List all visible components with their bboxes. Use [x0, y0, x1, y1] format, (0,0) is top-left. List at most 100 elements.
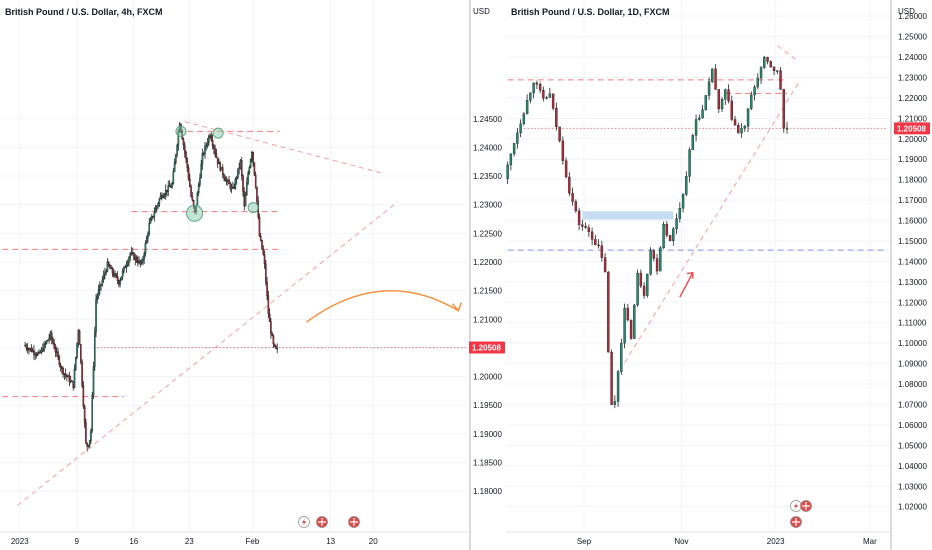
candle-body — [107, 261, 110, 266]
price-tick-label: 1.19500 — [473, 401, 502, 410]
trend-arrow — [679, 272, 694, 298]
candle-body — [158, 198, 161, 204]
us-flag-icon[interactable] — [790, 516, 802, 528]
candle-body — [646, 274, 649, 296]
time-tick-label: Feb — [245, 537, 259, 546]
last-price-badge — [469, 341, 505, 354]
candle-body — [694, 119, 698, 136]
candle-body — [720, 99, 724, 110]
lightning-icon[interactable] — [298, 516, 310, 528]
candle-body — [29, 348, 31, 350]
candle-body — [234, 178, 237, 188]
candle-body — [681, 194, 685, 209]
candle-body — [247, 173, 249, 184]
candle-body — [717, 89, 721, 110]
candle-body — [59, 364, 62, 368]
candle-body — [214, 148, 216, 154]
candle-body — [124, 266, 126, 269]
lightning-icon[interactable] — [790, 500, 802, 512]
candle-body — [209, 135, 211, 137]
price-tick-label: 1.20000 — [473, 373, 502, 382]
chart-1d-canvas[interactable]: USD 1.02000 1.03000 1.04000 1.05000 1.06000 1.… — [506, 0, 932, 550]
candle-body — [42, 348, 44, 351]
candle-body — [128, 257, 130, 263]
time-tick-label: Mar — [863, 537, 877, 546]
candle-body — [181, 131, 183, 140]
candle-body — [101, 279, 104, 285]
candle-body — [701, 109, 704, 119]
price-tick-label: 1.05000 — [898, 441, 927, 450]
candle-body — [267, 295, 270, 315]
candle-body — [43, 343, 45, 351]
candle-body — [623, 307, 626, 344]
price-tick-label: 1.17000 — [898, 196, 927, 205]
price-tick-label: 1.13000 — [898, 278, 927, 287]
candle-body — [77, 330, 80, 344]
candle-body — [270, 321, 272, 334]
candle-body — [129, 253, 132, 258]
candle-body — [95, 299, 97, 333]
candle-body — [73, 368, 76, 388]
price-tick-label: 1.09000 — [898, 360, 927, 369]
candle-body — [568, 176, 571, 194]
price-tick-label: 1.24500 — [473, 115, 502, 124]
candle-body — [85, 422, 87, 444]
price-tick-label: 1.25000 — [898, 33, 927, 42]
arrow-head — [686, 271, 694, 279]
candle-body — [629, 319, 633, 339]
us-flag-icon[interactable] — [316, 516, 328, 528]
candle-body — [87, 444, 90, 447]
candle-body — [210, 135, 213, 141]
candle-body — [620, 342, 623, 372]
trendline — [776, 45, 798, 61]
price-tick-label: 1.20000 — [898, 135, 927, 144]
candle-body — [76, 342, 78, 358]
price-tick-label: 1.24000 — [473, 143, 502, 152]
candle-body — [93, 331, 96, 368]
candle-body — [740, 127, 743, 134]
time-tick-label: Sep — [577, 537, 592, 546]
candle-body — [776, 70, 779, 72]
chart-4h-canvas[interactable]: USD 1.18000 1.18500 1.19000 1.19500 1.20000 1.… — [0, 0, 506, 550]
price-tick-label: 1.07000 — [898, 400, 927, 409]
price-tick-label: 1.21000 — [473, 315, 502, 324]
price-tick-label: 1.16000 — [898, 217, 927, 226]
candle-body — [253, 162, 256, 176]
candle-body — [182, 138, 185, 146]
price-tick-label: 1.19000 — [898, 155, 927, 164]
candle-body — [506, 164, 509, 179]
chart-title-4h: British Pound / U.S. Dollar, 4h, FXCM — [5, 7, 163, 17]
chart-panel-1d[interactable]: USD 1.02000 1.03000 1.04000 1.05000 1.06000 1.… — [506, 0, 932, 550]
price-tick-label: 1.19000 — [473, 430, 502, 439]
candle-body — [509, 153, 513, 166]
uk-flag-icon[interactable] — [800, 500, 812, 512]
candle-body — [238, 167, 241, 169]
candle-body — [240, 160, 243, 177]
candle-body — [72, 381, 75, 388]
candle-body — [258, 216, 261, 237]
candle-body — [273, 343, 276, 347]
price-tick-label: 1.18000 — [473, 487, 502, 496]
candle-body — [652, 250, 656, 259]
candle-body — [47, 339, 49, 342]
candle-body — [211, 140, 214, 146]
price-tick-label: 1.04000 — [898, 462, 927, 471]
candle-body — [48, 337, 50, 341]
candle-body — [218, 162, 220, 165]
uk-flag-icon[interactable] — [348, 516, 360, 528]
candle-body — [659, 247, 662, 272]
candle-body — [249, 159, 252, 168]
candle-body — [220, 167, 223, 171]
candle-body — [44, 343, 47, 345]
candle-body — [594, 239, 597, 246]
candle-body — [704, 95, 708, 110]
candle-body — [147, 233, 149, 238]
candle-body — [171, 183, 173, 188]
candle-body — [665, 224, 669, 236]
price-tick-label: 1.06000 — [898, 421, 927, 430]
candle-body — [64, 373, 67, 376]
chart-panel-4h[interactable]: USD 1.18000 1.18500 1.19000 1.19500 1.20000 1.… — [0, 0, 506, 550]
candle-body — [248, 167, 251, 174]
candle-body — [246, 182, 248, 196]
candle-body — [519, 123, 522, 134]
